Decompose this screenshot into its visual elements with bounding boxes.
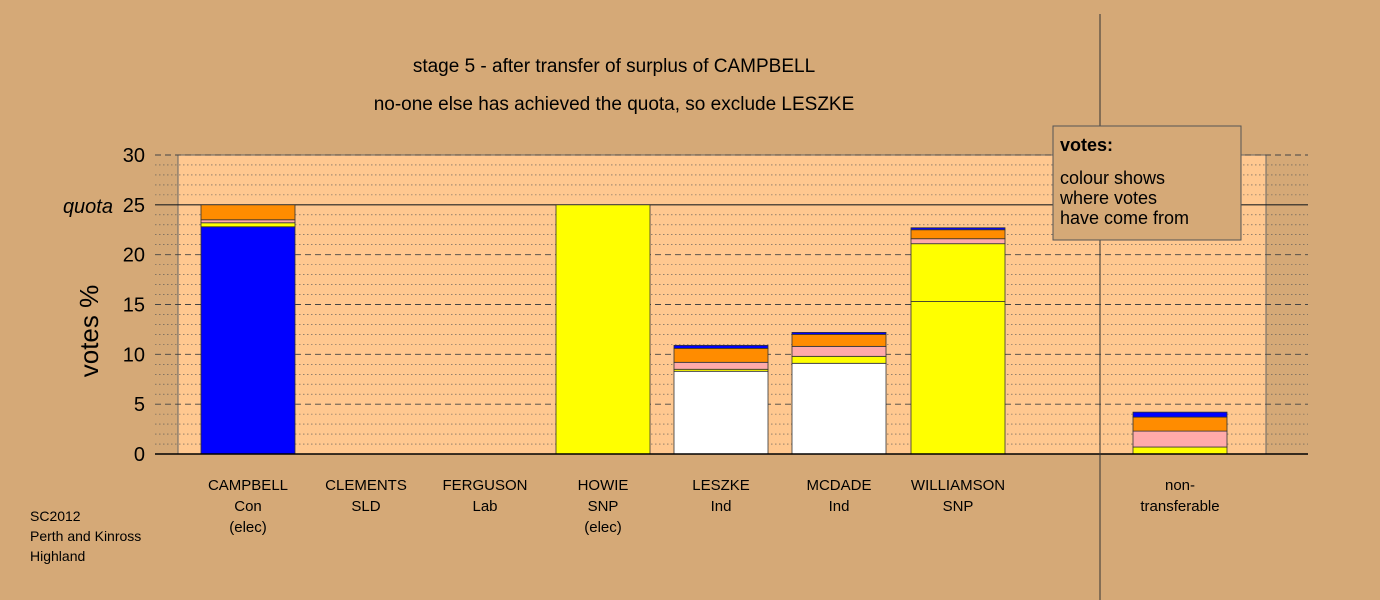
bar-segment [673, 361, 769, 370]
bar-segment [1132, 411, 1228, 418]
y-axis-label: votes % [74, 285, 104, 378]
bar-segment [555, 204, 651, 455]
footnote-line-3: Highland [30, 548, 86, 564]
category-label: transferable [1140, 498, 1219, 515]
bar-segment [910, 243, 1006, 302]
category-label: WILLIAMSON [911, 477, 1005, 494]
legend-title: votes: [1060, 135, 1113, 155]
category-label: CLEMENTS [325, 477, 407, 494]
y-tick-label: 0 [134, 444, 145, 466]
x-category-labels: CAMPBELL Con (elec) CLEMENTS SLD FERGUSON Lab H… [208, 477, 1220, 536]
category-label: Con [234, 498, 262, 515]
chart-title: stage 5 - after transfer of surplus of C… [413, 56, 815, 77]
bar-segment [791, 362, 887, 455]
source-footnote: SC2012 Perth and Kinross Highland [30, 506, 141, 566]
legend-line-3: have come from [1060, 208, 1189, 228]
category-label: (elec) [229, 519, 267, 536]
bar-segment [1132, 430, 1228, 448]
bar-segment [1132, 416, 1228, 432]
category-label: Lab [472, 498, 497, 515]
y-tick-labels: 0 5 10 15 20 25 30 [123, 145, 145, 466]
bar-segment [791, 355, 887, 364]
axes [155, 14, 1308, 600]
y-tick-label: 30 [123, 145, 145, 167]
bars [200, 204, 1228, 455]
category-label: Ind [829, 498, 850, 515]
category-label: FERGUSON [442, 477, 527, 494]
y-tick-label: 25 [123, 195, 145, 217]
category-label: CAMPBELL [208, 477, 288, 494]
bar-segment [791, 333, 887, 347]
legend-line-2: where votes [1059, 188, 1157, 208]
category-label: MCDADE [806, 477, 871, 494]
category-label: LESZKE [692, 477, 750, 494]
category-label: SNP [943, 498, 974, 515]
bar-segment [910, 227, 1006, 231]
bar-segment [1132, 446, 1228, 455]
category-label: Ind [711, 498, 732, 515]
legend: votes: colour shows where votes have com… [1052, 125, 1242, 241]
bar-segment [910, 301, 1006, 455]
category-label: SLD [351, 498, 380, 515]
y-tick-label: 20 [123, 245, 145, 267]
category-label: HOWIE [578, 477, 629, 494]
bar-segment [200, 226, 296, 455]
bar-segment [673, 347, 769, 363]
bar-segment [910, 229, 1006, 240]
y-tick-label: 10 [123, 344, 145, 366]
footnote-line-1: SC2012 [30, 508, 81, 524]
bar-segment [791, 345, 887, 357]
bar-segment [791, 332, 887, 335]
category-label: non- [1165, 477, 1195, 494]
bar-segment [910, 238, 1006, 245]
bar-segment [673, 370, 769, 455]
legend-line-1: colour shows [1060, 168, 1165, 188]
y-tick-label: 5 [134, 394, 145, 416]
bar-segment [200, 219, 296, 224]
footnote-line-2: Perth and Kinross [30, 528, 142, 544]
category-label: (elec) [584, 519, 622, 536]
quota-label: quota [63, 196, 113, 218]
legend-box [1052, 125, 1242, 241]
bar-segment [200, 222, 296, 228]
y-tick-label: 15 [123, 295, 145, 317]
gridlines [155, 154, 1308, 445]
bar-segment [673, 344, 769, 349]
category-label: SNP [588, 498, 619, 515]
bar-segment [200, 204, 296, 221]
chart-subtitle: no-one else has achieved the quota, so e… [374, 94, 855, 115]
